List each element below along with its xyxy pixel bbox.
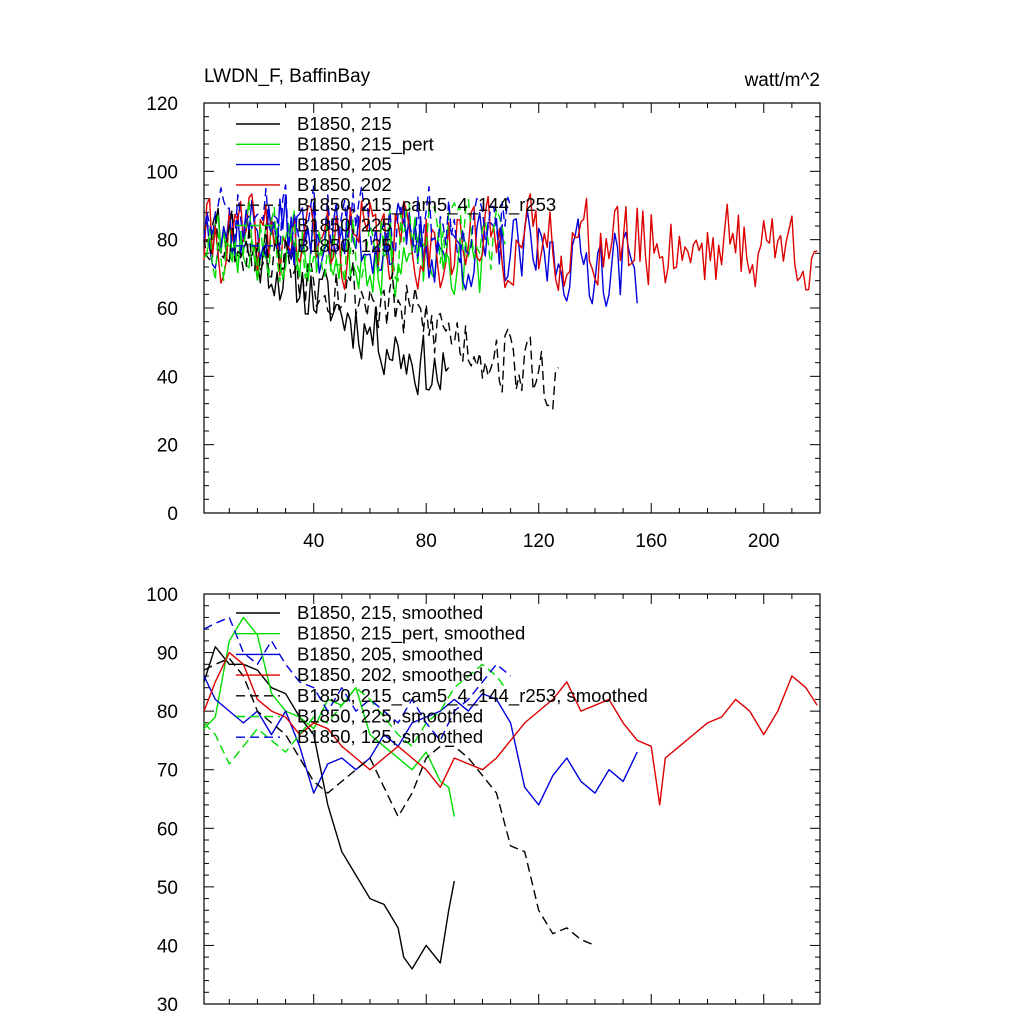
legend-label: B1850, 125 (297, 235, 392, 256)
y-tick-label: 80 (157, 702, 178, 723)
series-line-5 (203, 209, 559, 410)
legend-label: B1850, 202 (297, 174, 392, 195)
y-tick-label: 100 (146, 585, 178, 606)
x-tick-label: 160 (635, 531, 667, 552)
series-line-1 (203, 646, 455, 970)
y-tick-label: 20 (157, 436, 178, 457)
series-line-6 (203, 663, 506, 765)
x-tick-label: 80 (416, 531, 437, 552)
axis-ticks-top: 0 20 40 60 80 100 120 40 80 120 160 200 (146, 94, 820, 552)
y-tick-label: 40 (157, 936, 178, 957)
series-line-6 (203, 198, 506, 283)
top-panel: LWDN_F, BaffinBay watt/m^2 0 20 40 60 80 100 1… (146, 66, 821, 552)
chart-title: LWDN_F, BaffinBay (204, 66, 371, 87)
y-tick-label: 80 (157, 231, 178, 252)
legend-label: B1850, 225 (297, 215, 392, 236)
legend-label: B1850, 215 (297, 113, 392, 134)
legend-label: B1850, 125, smoothed (297, 726, 483, 747)
x-tick-label: 200 (748, 531, 780, 552)
legend-label: B1850, 205, smoothed (297, 643, 483, 664)
series-line-7 (203, 616, 512, 742)
series-line-4 (203, 193, 818, 291)
legend-label: B1850, 215_pert, smoothed (297, 623, 525, 645)
legend-label: B1850, 205 (297, 154, 392, 175)
series-line-3 (203, 675, 638, 806)
y-tick-label: 90 (157, 644, 178, 665)
series-lines-bottom (203, 616, 818, 970)
y-tick-label: 30 (157, 995, 178, 1016)
x-tick-label: 120 (523, 531, 555, 552)
legend-label: B1850, 215_cam5_4_144_r253 (297, 194, 556, 216)
series-line-7 (203, 184, 512, 264)
y-tick-label: 100 (146, 162, 178, 183)
series-lines-top (203, 184, 818, 410)
y-tick-label: 0 (167, 504, 178, 525)
series-line-5 (203, 657, 596, 947)
y-tick-label: 50 (157, 878, 178, 899)
plot-frame-bottom (203, 593, 821, 1005)
y-tick-label: 70 (157, 761, 178, 782)
units-label: watt/m^2 (744, 70, 820, 91)
y-tick-label: 60 (157, 819, 178, 840)
axis-ticks-bottom: 30 40 50 60 70 80 90 100 (146, 585, 820, 1016)
legend-label: B1850, 225, smoothed (297, 706, 483, 727)
series-line-2 (203, 616, 455, 817)
legend-label: B1850, 202, smoothed (297, 664, 483, 685)
legend-label: B1850, 215_pert (297, 133, 434, 155)
x-tick-label: 40 (303, 531, 324, 552)
legend-label: B1850, 215, smoothed (297, 602, 483, 623)
y-tick-label: 60 (157, 299, 178, 320)
y-tick-label: 40 (157, 367, 178, 388)
series-line-4 (203, 651, 818, 806)
legend-label: B1850, 215_cam5_4_144_r253, smoothed (297, 685, 648, 707)
y-tick-label: 120 (146, 94, 178, 115)
